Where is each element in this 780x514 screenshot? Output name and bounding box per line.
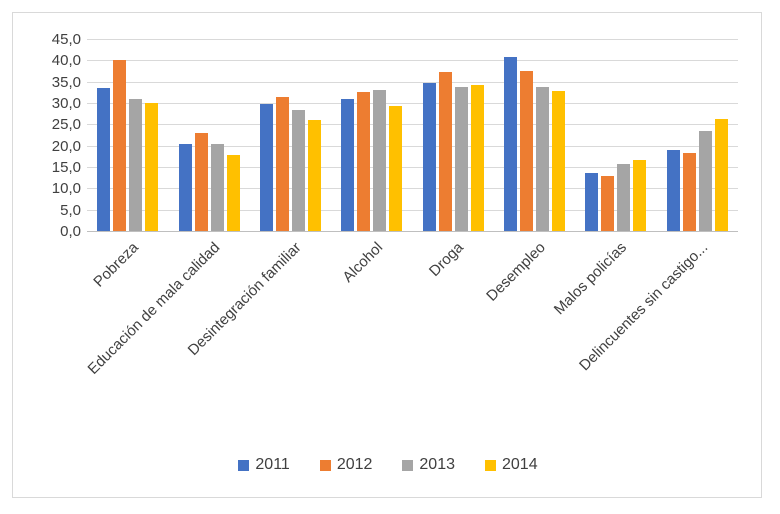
y-axis-tick-label: 15,0 — [51, 159, 81, 176]
gridline — [87, 124, 738, 126]
legend: 2011 2012 2013 2014 — [13, 456, 763, 474]
x-axis-category-label: Droga — [426, 239, 468, 280]
gridline — [87, 188, 738, 190]
gridline — [87, 103, 738, 104]
bar-2011-Desintegración familiar — [259, 103, 273, 231]
bar-2011-Droga — [422, 83, 436, 231]
bar-group — [250, 39, 331, 231]
x-axis-category-label: Pobreza — [90, 239, 142, 291]
y-axis-tick-label: 5,0 — [60, 201, 81, 219]
y-axis-tick-label: 30,0 — [51, 95, 81, 112]
y-axis-tick-label: 0,0 — [60, 223, 81, 240]
bar-2013-Malos policías — [617, 164, 631, 231]
bar-2011-Alcohol — [341, 98, 355, 231]
y-axis-tick-label: 45,0 — [51, 31, 81, 48]
bar-2013-Desintegración familiar — [291, 109, 305, 231]
bar-group — [168, 39, 249, 231]
bar-2013-Alcohol — [373, 90, 387, 231]
bar-2012-Pobreza — [113, 60, 127, 231]
bar-2014-Delincuentes sin castigo... — [714, 118, 728, 231]
bar-2011-Malos policías — [585, 172, 599, 231]
bar-2013-Desempleo — [536, 87, 550, 231]
bar-2012-Desintegración familiar — [275, 97, 289, 231]
bar-2013-Pobreza — [129, 98, 143, 231]
legend-item-2014: 2014 — [485, 456, 538, 474]
bar-group — [87, 39, 168, 231]
gridline — [87, 81, 738, 83]
x-axis-line — [87, 231, 738, 232]
legend-swatch-icon — [319, 459, 331, 471]
legend-swatch-icon — [485, 459, 496, 471]
y-axis-tick-label: 40,0 — [51, 52, 81, 70]
bar-2012-Delincuentes sin castigo... — [682, 153, 696, 231]
gridline — [87, 39, 738, 40]
chart-frame: 45,0 40,0 35,0 30,0 25,0 20,0 15,0 10,0 5,0 0,0 P… — [12, 12, 762, 498]
bar-group — [575, 39, 656, 231]
gridline — [87, 145, 738, 147]
bar-2012-Desempleo — [520, 71, 534, 231]
bar-group — [657, 39, 738, 231]
bar-2011-Pobreza — [97, 88, 111, 231]
legend-item-2012: 2012 — [319, 456, 373, 474]
bar-2014-Desempleo — [552, 91, 566, 231]
bar-group — [494, 39, 575, 231]
legend-item-2013: 2013 — [402, 456, 455, 474]
legend-label: 2011 — [255, 456, 290, 473]
y-axis-tick-label: 35,0 — [51, 73, 81, 91]
bar-2011-Educación de mala calidad — [178, 143, 192, 231]
bar-group — [413, 39, 494, 231]
bar-2012-Alcohol — [357, 92, 371, 231]
legend-swatch-icon — [238, 459, 250, 471]
legend-item-2011: 2011 — [238, 456, 290, 474]
y-axis-tick-label: 20,0 — [51, 137, 81, 155]
x-axis-category-label: Alcohol — [339, 239, 386, 286]
bar-2012-Malos policías — [601, 175, 615, 231]
bar-2014-Malos policías — [633, 160, 647, 231]
bar-2014-Educación de mala calidad — [226, 154, 240, 231]
bar-2014-Droga — [470, 84, 484, 231]
bar-2011-Desempleo — [504, 57, 518, 231]
bar-2013-Droga — [454, 87, 468, 231]
legend-label: 2014 — [502, 456, 538, 473]
gridline — [87, 209, 738, 211]
legend-label: 2013 — [419, 456, 455, 473]
x-axis-category-label: Desempleo — [482, 239, 549, 305]
bar-2014-Pobreza — [145, 103, 159, 231]
gridline — [87, 167, 738, 168]
bar-2014-Alcohol — [389, 105, 403, 231]
bar-2013-Delincuentes sin castigo... — [698, 131, 712, 231]
bar-2013-Educación de mala calidad — [210, 143, 224, 231]
bar-2012-Educación de mala calidad — [194, 132, 208, 231]
plot-area — [87, 39, 738, 232]
bar-2012-Droga — [438, 72, 452, 231]
bar-2014-Desintegración familiar — [307, 120, 321, 231]
bar-group — [331, 39, 412, 231]
y-axis-tick-label: 25,0 — [51, 116, 81, 134]
gridline — [87, 60, 738, 62]
x-axis-category-label: Educación de mala calidad — [84, 239, 224, 378]
legend-swatch-icon — [402, 459, 414, 471]
y-axis-tick-label: 10,0 — [51, 180, 81, 198]
x-axis-category-label: Malos policías — [550, 239, 630, 319]
bar-2011-Delincuentes sin castigo... — [666, 149, 680, 231]
legend-label: 2012 — [336, 456, 373, 473]
